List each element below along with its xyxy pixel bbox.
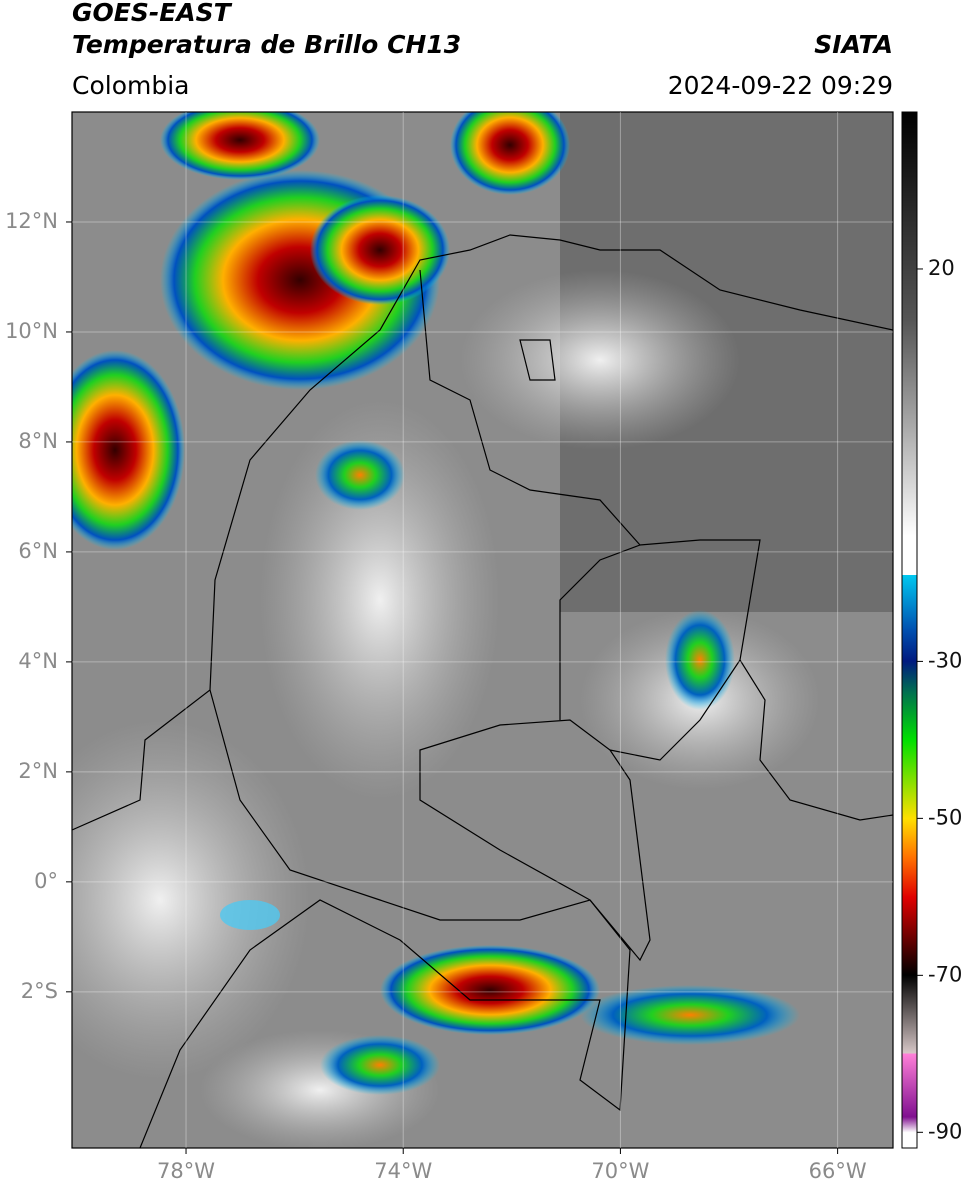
- colorbar-label: -50: [928, 805, 962, 829]
- lat-label: 10°N: [5, 319, 58, 343]
- lat-label: 2°N: [18, 759, 58, 783]
- colorbar-label: 20: [928, 256, 955, 280]
- lat-label: 8°N: [18, 429, 58, 453]
- colorbar-label: -70: [928, 962, 962, 986]
- colorbar: [901, 111, 918, 1149]
- lon-label: 66°W: [809, 1159, 867, 1183]
- region: Colombia: [72, 71, 189, 100]
- lon-label: 74°W: [374, 1159, 432, 1183]
- lat-label: 4°N: [18, 649, 58, 673]
- lat-label: 2°S: [21, 979, 58, 1003]
- colorbar-label: -90: [928, 1119, 962, 1143]
- satellite-image: [72, 112, 893, 1148]
- colorbar-label: -30: [928, 648, 962, 672]
- lon-label: 78°W: [157, 1159, 215, 1183]
- lat-label: 0°: [34, 869, 58, 893]
- lat-label: 6°N: [18, 539, 58, 563]
- source: SIATA: [814, 30, 893, 59]
- lon-label: 70°W: [591, 1159, 649, 1183]
- lat-label: 12°N: [5, 209, 58, 233]
- title: GOES-EAST: [72, 0, 233, 27]
- subtitle: Temperatura de Brillo CH13: [72, 30, 461, 59]
- datetime: 2024-09-22 09:29: [668, 71, 893, 100]
- map-frame: [71, 111, 894, 1149]
